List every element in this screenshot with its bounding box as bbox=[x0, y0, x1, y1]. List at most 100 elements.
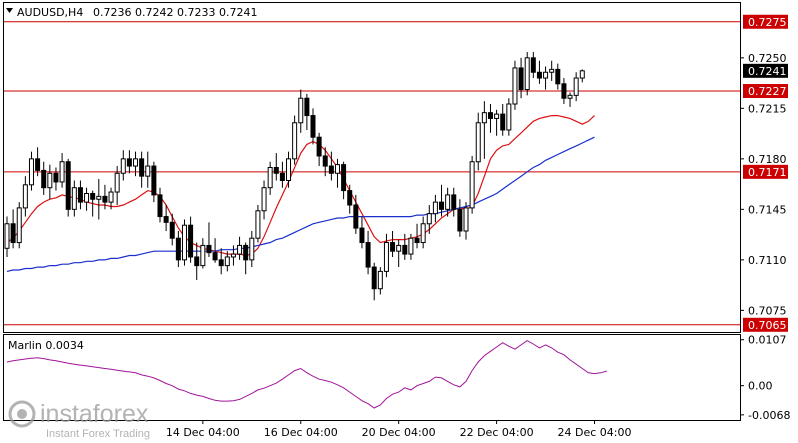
marlin-line bbox=[6, 340, 607, 409]
level-tag bbox=[743, 317, 788, 332]
watermark-tagline: Instant Forex Trading bbox=[46, 428, 150, 440]
level-tag bbox=[743, 14, 788, 29]
candle-body bbox=[408, 237, 414, 255]
candle-body bbox=[4, 223, 10, 249]
level-tag bbox=[743, 164, 788, 179]
candle-body bbox=[573, 77, 579, 96]
candle-body bbox=[481, 112, 487, 124]
candle-body bbox=[494, 113, 500, 119]
symbol-timeframe: AUDUSD,H4 bbox=[17, 6, 83, 19]
candle-body bbox=[194, 256, 200, 267]
candle-body bbox=[371, 266, 377, 290]
candle-body bbox=[402, 244, 408, 255]
candlesticks bbox=[4, 52, 585, 301]
candle-body bbox=[41, 169, 47, 189]
candle-body bbox=[212, 252, 218, 261]
symbol-dropdown-icon[interactable] bbox=[6, 8, 13, 13]
candle-body bbox=[120, 158, 126, 174]
candle-body bbox=[298, 97, 304, 124]
candle-body bbox=[47, 172, 53, 189]
candle-body bbox=[549, 68, 555, 73]
time-tick-label: 22 Dec 04:00 bbox=[460, 426, 534, 439]
candle-body bbox=[555, 68, 561, 85]
time-tick-label: 16 Dec 04:00 bbox=[264, 426, 338, 439]
osc-tick-label: 0.0107 bbox=[748, 334, 787, 347]
candle-body bbox=[90, 192, 96, 200]
candle-body bbox=[145, 165, 151, 177]
candle-body bbox=[59, 161, 65, 183]
candle-body bbox=[65, 161, 71, 210]
candle-body bbox=[328, 165, 334, 174]
candle-body bbox=[292, 122, 298, 160]
candle-body bbox=[22, 184, 28, 209]
candle-body bbox=[359, 227, 365, 244]
candle-body bbox=[536, 71, 542, 79]
level-tag-label: 0.7275 bbox=[748, 16, 787, 29]
time-tick-label: 14 Dec 04:00 bbox=[166, 426, 240, 439]
candle-body bbox=[108, 191, 114, 203]
time-tick-label: 20 Dec 04:00 bbox=[362, 426, 436, 439]
indicator-title: Marlin 0.0034 bbox=[8, 339, 84, 352]
candle-body bbox=[426, 213, 432, 225]
candle-body bbox=[169, 221, 175, 239]
candle-body bbox=[243, 244, 249, 261]
candle-body bbox=[10, 223, 16, 244]
candle-body bbox=[561, 83, 567, 99]
candle-body bbox=[267, 167, 273, 189]
price-axis: 0.7250 0.7215 0.7180 0.7145 0.7110 0.7075 0.72… bbox=[740, 14, 788, 332]
candle-body bbox=[200, 244, 206, 267]
oscillator-axis: 0.0107 0.00 -0.0068 bbox=[740, 334, 790, 422]
logo-icon-core bbox=[17, 409, 27, 419]
candle-body bbox=[365, 242, 371, 268]
candle-body bbox=[475, 122, 481, 163]
candle-body bbox=[432, 201, 438, 215]
candle-body bbox=[175, 237, 181, 261]
candle-body bbox=[396, 244, 402, 252]
candle-body bbox=[218, 259, 224, 267]
watermark-logo: instaforex Instant Forex Trading bbox=[8, 400, 150, 440]
slow-ma-line bbox=[6, 136, 595, 272]
candle-body bbox=[224, 256, 230, 267]
level-tag-label: 0.7171 bbox=[748, 166, 787, 179]
candle-body bbox=[35, 158, 41, 171]
candle-body bbox=[383, 242, 389, 272]
candle-body bbox=[304, 97, 310, 117]
candle-body bbox=[414, 237, 420, 244]
level-tag-label: 0.7227 bbox=[748, 85, 787, 98]
candle-body bbox=[341, 164, 347, 192]
candle-body bbox=[377, 270, 383, 290]
indicator-pane-frame bbox=[3, 334, 741, 421]
candle-body bbox=[457, 208, 463, 232]
oscillator-line bbox=[6, 340, 607, 409]
candle-body bbox=[96, 195, 102, 200]
candle-body bbox=[279, 172, 285, 181]
osc-tick-label: -0.0068 bbox=[748, 409, 790, 422]
candle-body bbox=[206, 244, 212, 254]
candle-body bbox=[181, 224, 187, 261]
candle-body bbox=[286, 158, 292, 181]
level-tag-label: 0.7065 bbox=[748, 319, 787, 332]
candle-body bbox=[71, 187, 77, 210]
candle-body bbox=[77, 187, 83, 203]
price-tick-label: 0.7180 bbox=[748, 153, 787, 166]
candle-body bbox=[469, 161, 475, 209]
candle-body bbox=[126, 158, 132, 167]
candle-body bbox=[261, 187, 267, 212]
candle-body bbox=[157, 194, 163, 218]
time-axis: 14 Dec 04:00 16 Dec 04:00 20 Dec 04:00 22 D… bbox=[166, 420, 632, 439]
candle-body bbox=[151, 165, 157, 196]
candle-body bbox=[353, 204, 359, 229]
candle-body bbox=[249, 237, 255, 261]
candle-body bbox=[237, 244, 243, 255]
candle-body bbox=[500, 113, 506, 131]
candle-body bbox=[543, 71, 549, 79]
candle-body bbox=[451, 194, 457, 210]
level-tag bbox=[743, 84, 788, 99]
main-pane-frame bbox=[3, 2, 741, 333]
candle-body bbox=[420, 223, 426, 244]
candle-body bbox=[114, 172, 120, 193]
candle-body bbox=[463, 207, 469, 232]
candle-body bbox=[512, 67, 518, 105]
level-lines bbox=[4, 21, 740, 326]
